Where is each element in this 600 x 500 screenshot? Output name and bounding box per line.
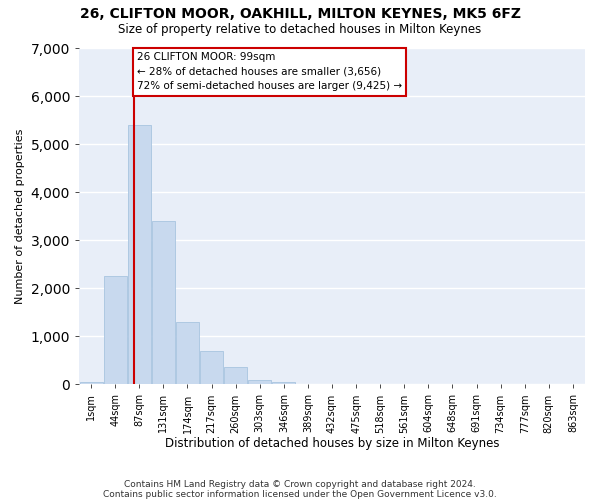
Bar bbox=[104, 276, 127, 384]
Y-axis label: Number of detached properties: Number of detached properties bbox=[15, 128, 25, 304]
Bar bbox=[272, 382, 295, 384]
Text: 26 CLIFTON MOOR: 99sqm
← 28% of detached houses are smaller (3,656)
72% of semi-: 26 CLIFTON MOOR: 99sqm ← 28% of detached… bbox=[137, 52, 402, 92]
Text: Size of property relative to detached houses in Milton Keynes: Size of property relative to detached ho… bbox=[118, 22, 482, 36]
Text: 26, CLIFTON MOOR, OAKHILL, MILTON KEYNES, MK5 6FZ: 26, CLIFTON MOOR, OAKHILL, MILTON KEYNES… bbox=[79, 8, 521, 22]
Bar bbox=[224, 368, 247, 384]
Bar bbox=[248, 380, 271, 384]
Bar bbox=[152, 221, 175, 384]
Bar bbox=[128, 125, 151, 384]
Text: Contains HM Land Registry data © Crown copyright and database right 2024.
Contai: Contains HM Land Registry data © Crown c… bbox=[103, 480, 497, 499]
Bar bbox=[80, 382, 103, 384]
Bar bbox=[176, 322, 199, 384]
X-axis label: Distribution of detached houses by size in Milton Keynes: Distribution of detached houses by size … bbox=[165, 437, 499, 450]
Bar bbox=[200, 350, 223, 384]
